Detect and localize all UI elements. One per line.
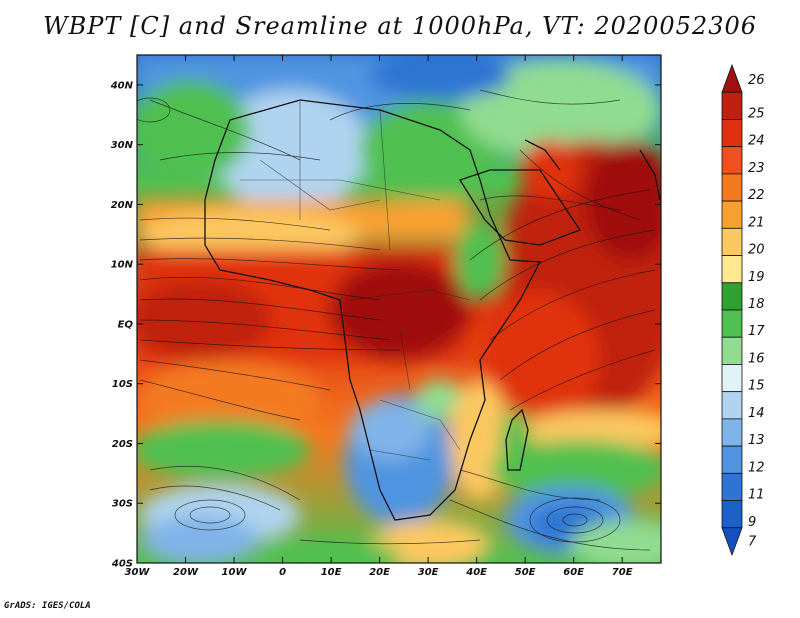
colorbar-label: 25 — [748, 106, 765, 121]
credit-text: GrADS: IGES/COLA — [4, 601, 91, 611]
colorbar-swatch — [721, 227, 743, 256]
lon-tick-label: 50E — [515, 567, 536, 578]
lon-tick-label: 40E — [465, 567, 487, 578]
colorbar-label: 19 — [748, 270, 765, 285]
lon-tick-label: 10W — [222, 567, 248, 578]
longitude-axis: 30W 20W 10W 0 10E 20E 30E 40E 50E 60E 70E — [125, 55, 633, 578]
latitude-axis: 40N 30N 20N 10N EQ 10S 20S 30S 40S — [110, 80, 661, 570]
colorbar-label: 12 — [748, 460, 765, 475]
lat-tick-label: 40N — [110, 80, 134, 91]
colorbar-swatch — [721, 173, 743, 202]
colorbar-label: 11 — [748, 488, 765, 503]
colorbar-swatch — [721, 391, 743, 420]
colorbar-label: 20 — [748, 243, 765, 258]
colorbar-swatch — [721, 146, 743, 175]
colorbar-label: 24 — [748, 134, 765, 149]
plot-frame — [136, 54, 662, 564]
lat-tick-label: 20N — [111, 200, 134, 211]
lat-tick-label: 40S — [111, 559, 133, 570]
lon-tick-label: 60E — [563, 567, 584, 578]
lon-tick-label: 0 — [279, 567, 286, 578]
lon-tick-label: 20W — [173, 567, 199, 578]
colorbar-label: 9 — [748, 515, 756, 530]
colorbar-swatch — [721, 255, 743, 284]
lat-tick-label: 30S — [112, 499, 133, 510]
colorbar-swatch — [721, 364, 743, 393]
colorbar-swatch — [721, 91, 743, 120]
colorbar-label: 17 — [748, 324, 765, 339]
colorbar-swatch — [721, 336, 743, 365]
colorbar-label: 16 — [748, 351, 765, 366]
colorbar-swatch — [721, 309, 743, 338]
borders — [240, 100, 471, 461]
lon-tick-label: 30W — [125, 567, 151, 578]
colorbar-label: 21 — [748, 215, 765, 230]
colorbar-swatch — [721, 119, 743, 148]
lon-tick-label: 20E — [369, 567, 390, 578]
colorbar-swatch — [721, 63, 743, 93]
colorbar: 26 25 24 23 22 21 20 19 18 17 16 15 14 13 12 11 9 7 — [721, 63, 765, 557]
colorbar-swatch — [721, 200, 743, 229]
colorbar-swatch — [721, 472, 743, 501]
colorbar-label: 7 — [748, 534, 757, 549]
colorbar-swatch — [721, 527, 743, 557]
lon-tick-label: 10E — [321, 567, 342, 578]
colorbar-swatch — [721, 418, 743, 447]
colorbar-label: 13 — [748, 433, 765, 448]
lon-tick-label: 70E — [612, 567, 633, 578]
colorbar-label: 26 — [748, 73, 765, 88]
lat-tick-label: 10S — [112, 379, 133, 390]
colorbar-swatch — [721, 282, 743, 311]
lat-tick-label: 10N — [111, 260, 134, 271]
wbpt-field — [137, 55, 661, 563]
lon-tick-label: 30E — [418, 567, 439, 578]
colorbar-label: 15 — [748, 379, 765, 394]
colorbar-label: 14 — [748, 406, 765, 421]
lat-tick-label: 20S — [112, 439, 133, 450]
lat-tick-label: EQ — [118, 319, 134, 330]
colorbar-label: 23 — [748, 161, 765, 176]
colorbar-swatch — [721, 500, 743, 529]
chart-title: WBPT [C] and Sreamline at 1000hPa, VT: 2… — [42, 12, 758, 40]
streamlines — [137, 89, 656, 551]
coastlines — [204, 99, 661, 521]
colorbar-swatch — [721, 445, 743, 474]
colorbar-label: 18 — [748, 297, 765, 312]
lat-tick-label: 30N — [111, 140, 134, 151]
colorbar-label: 22 — [748, 188, 765, 203]
